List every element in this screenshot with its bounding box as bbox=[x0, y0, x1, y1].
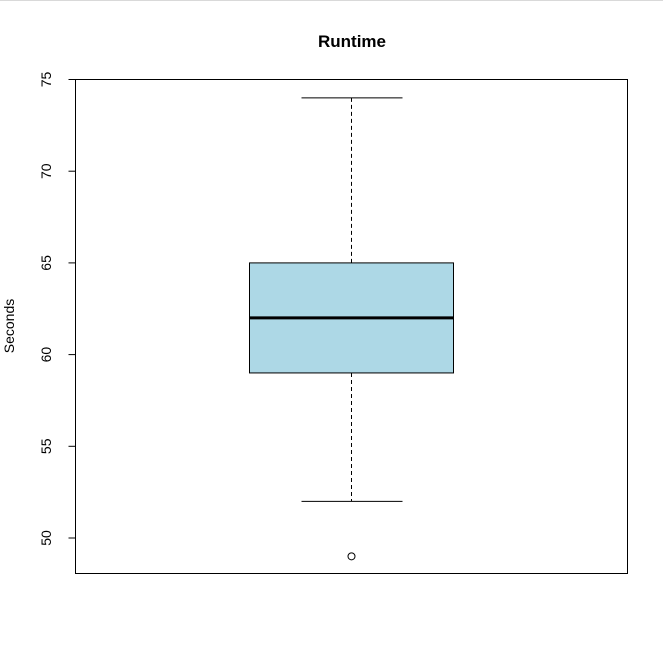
box-layer bbox=[249, 97, 454, 561]
y-tick-label-50: 50 bbox=[38, 530, 54, 546]
y-tick-label-70: 70 bbox=[38, 163, 54, 179]
y-tick-label-65: 65 bbox=[38, 255, 54, 271]
y-axis-ticks: 50 55 60 65 70 75 bbox=[38, 72, 76, 546]
top-rule bbox=[0, 0, 663, 1]
chart-title: Runtime bbox=[318, 32, 386, 51]
outlier-point-0 bbox=[347, 552, 356, 561]
y-tick-label-75: 75 bbox=[38, 72, 54, 88]
y-axis-label: Seconds bbox=[1, 299, 17, 353]
y-tick-label-60: 60 bbox=[38, 347, 54, 363]
y-tick-label-55: 55 bbox=[38, 438, 54, 454]
